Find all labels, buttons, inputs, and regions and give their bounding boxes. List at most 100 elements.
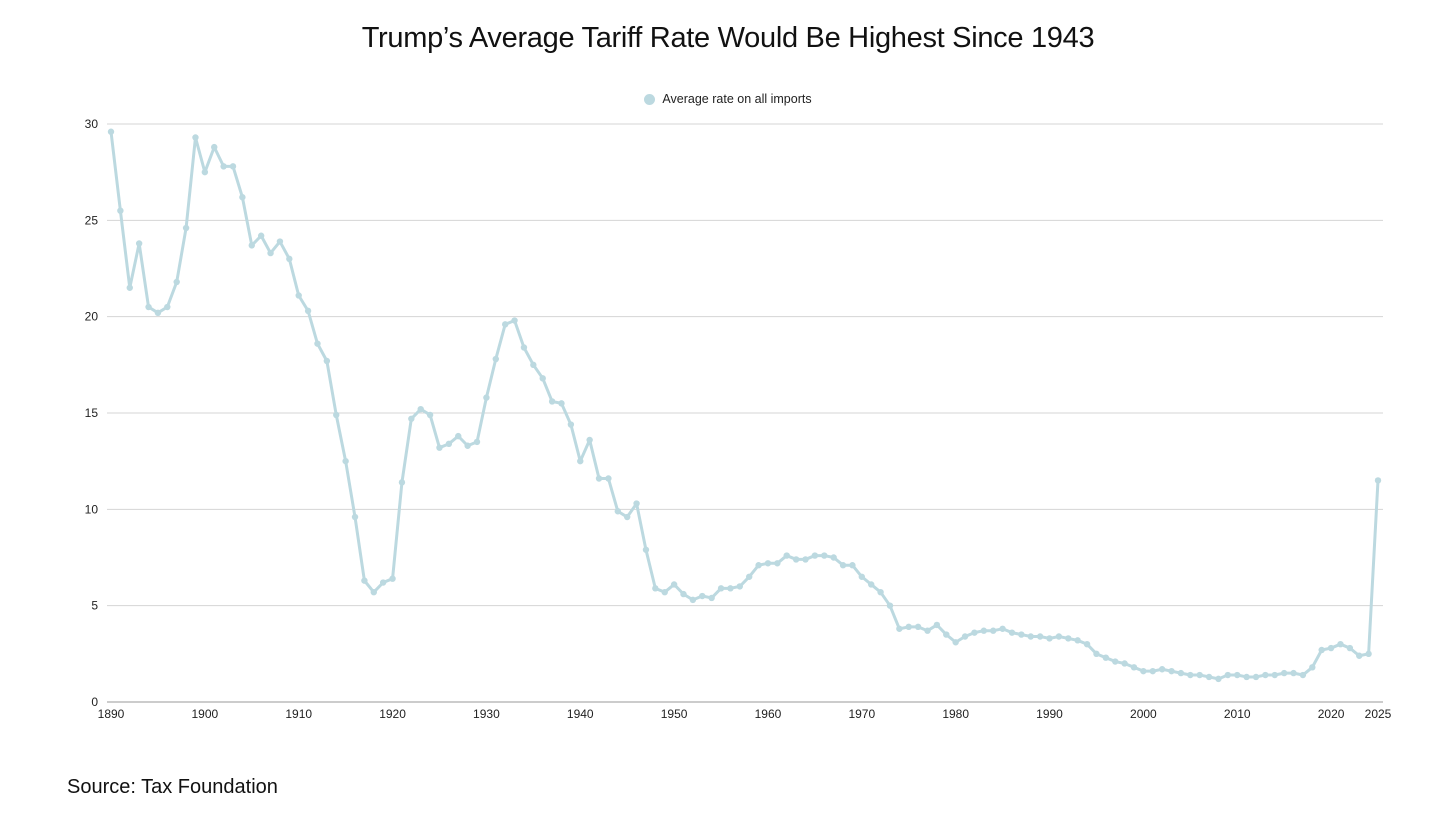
data-point [501,321,509,328]
data-point [896,625,903,632]
data-point [370,588,377,596]
gridlines [107,123,1383,703]
data-point [1065,635,1072,642]
data-point [792,556,800,563]
data-point [914,623,922,631]
y-tick-label: 15 [85,406,99,420]
data-point [1280,669,1288,677]
data-point [577,457,584,465]
data-point [689,596,697,604]
y-tick-label: 20 [85,310,99,324]
data-point [1121,660,1128,667]
data-point [858,573,866,580]
data-point [1074,637,1081,644]
data-point [567,421,575,428]
data-point [1318,646,1325,654]
data-point [342,457,349,465]
x-tick-label: 1970 [848,707,875,721]
data-point [745,573,753,580]
data-point [211,143,218,151]
data-point [652,585,659,592]
x-tick-label: 1960 [755,707,782,721]
data-point [1271,671,1278,679]
chart-title: Trump’s Average Tariff Rate Would Be Hig… [361,22,1095,54]
data-point [811,552,819,559]
x-tick-label: 1980 [942,707,969,721]
x-tick-label: 1940 [567,707,594,721]
data-point [886,602,894,609]
data-point [548,398,556,405]
legend-label: Average rate on all imports [662,92,812,106]
y-tick-label: 10 [85,502,99,516]
data-point [1346,644,1354,652]
data-point [821,552,828,559]
x-tick-label: 1930 [473,707,500,721]
data-point [117,207,124,214]
data-point [145,303,152,311]
data-point [623,513,631,521]
data-point [229,163,237,170]
data-point [107,128,115,135]
data-point [455,432,462,440]
data-point [1149,667,1156,675]
data-point [239,194,246,201]
data-point [727,585,734,592]
data-point [201,168,209,176]
data-point [436,444,443,451]
data-point [379,579,387,586]
data-point [924,627,931,634]
data-point [699,592,706,600]
data-point [830,554,837,561]
data-point [333,411,340,419]
data-point [126,284,133,291]
data-point [295,292,302,299]
data-point [304,307,312,315]
data-point [1130,664,1138,671]
data-point [558,400,565,407]
data-point [220,163,227,170]
data-point [389,575,396,582]
data-point [398,479,406,486]
data-point [511,317,518,324]
data-point [314,340,321,347]
data-point [1093,650,1100,658]
data-point [868,581,875,588]
data-point [1027,633,1034,640]
data-point [1168,667,1175,675]
data-point [680,590,687,598]
data-point [605,475,612,482]
x-tick-label: 1920 [379,707,406,721]
data-point [351,513,359,521]
x-tick-label: 1900 [192,707,219,721]
legend-swatch [644,93,656,105]
data-point [774,560,781,567]
data-point [473,438,481,446]
data-point [1337,641,1344,648]
data-point [1036,633,1044,640]
data-point [839,562,847,569]
x-tick-label: 1990 [1036,707,1063,721]
data-point [586,436,593,444]
data-point [464,442,471,449]
data-point [154,309,162,317]
data-point [1102,654,1110,661]
data-point [483,394,490,401]
data-point [802,556,809,563]
data-point [445,440,453,448]
legend: Average rate on all imports [0,92,1456,106]
data-point [539,375,546,382]
data-point [717,585,725,592]
data-point [192,134,199,141]
data-point [248,242,255,249]
data-point [1205,673,1213,681]
data-point [783,552,790,559]
x-tick-label: 2020 [1318,707,1345,721]
data-point [595,475,603,482]
data-point [999,625,1006,632]
data-point [1290,669,1297,677]
data-point [642,546,650,553]
data-point [361,577,368,584]
data-point [1356,652,1363,659]
